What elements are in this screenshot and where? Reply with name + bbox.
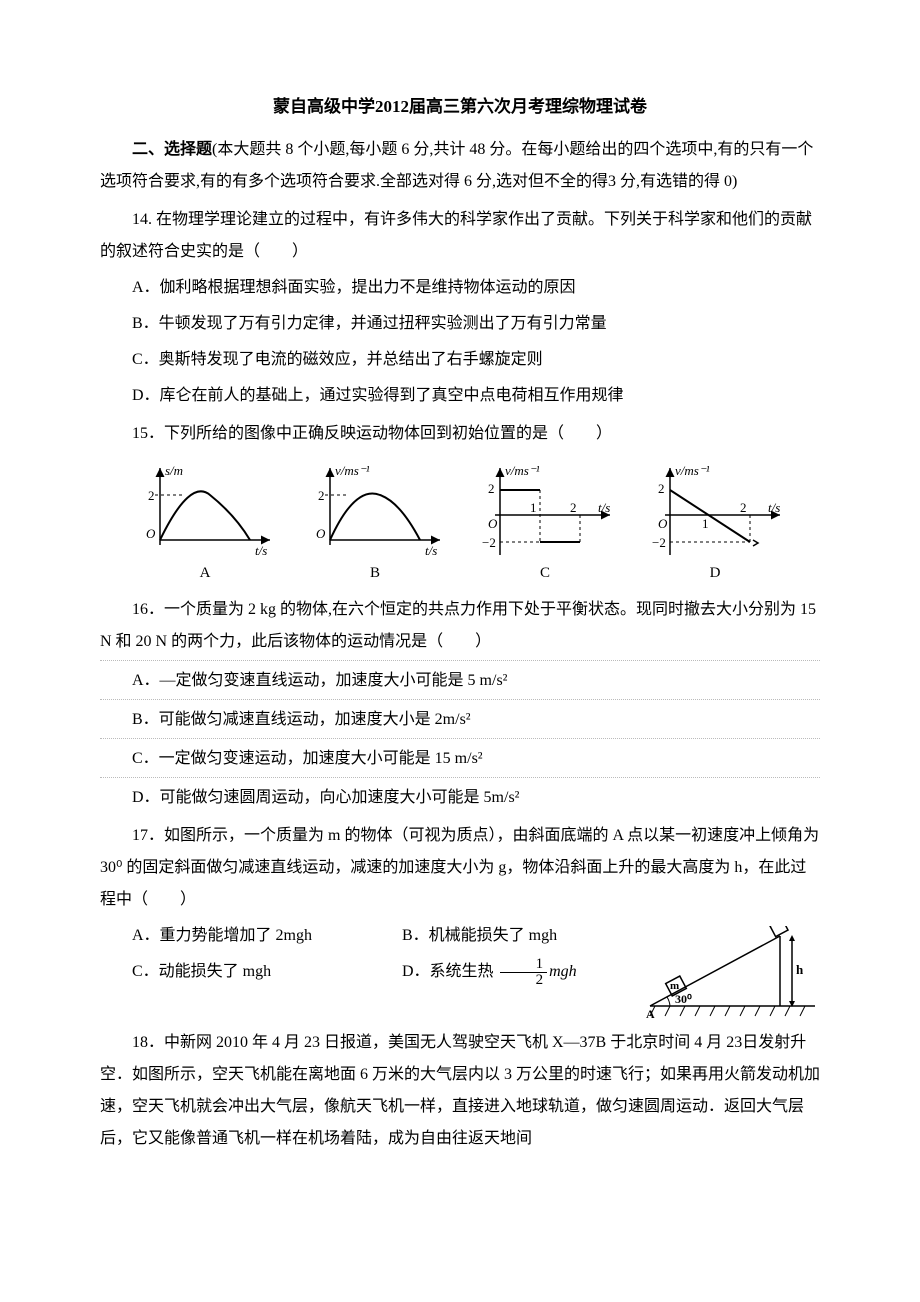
fraction-half: 1 2	[500, 957, 548, 988]
frac-den: 2	[500, 973, 548, 988]
section-heading: 二、选择题(本大题共 8 个小题,每小题 6 分,共计 48 分。在每小题给出的…	[100, 134, 820, 198]
chart-c-label: C	[470, 558, 620, 588]
chart-a: s/m t/s 2 O A	[130, 460, 280, 588]
q16-opt-b: B．可能做匀减速直线运动，加速度大小是 2m/s²	[100, 704, 820, 736]
chart-c-ylabel: v/ms⁻¹	[505, 463, 540, 478]
q16-opt-c: C．一定做匀变速运动，加速度大小可能是 15 m/s²	[100, 743, 820, 775]
q14-opt-d: D．库仑在前人的基础上，通过实验得到了真空中点电荷相互作用规律	[100, 380, 820, 412]
chart-c-xtick2: 2	[570, 500, 577, 515]
chart-d-ytick2: −2	[652, 535, 666, 550]
divider	[100, 699, 820, 700]
chart-b-svg: v/ms⁻¹ t/s 2 O	[300, 460, 450, 560]
divider	[100, 660, 820, 661]
chart-b-xlabel: t/s	[425, 543, 437, 558]
q17-d-prefix: D．系统生热	[402, 963, 494, 980]
chart-d-origin: O	[658, 516, 668, 531]
q17-d-suffix: mgh	[549, 963, 577, 980]
q17-opt-c: C．动能损失了 mgh	[100, 956, 370, 988]
chart-a-ytick: 2	[148, 488, 155, 503]
divider	[100, 738, 820, 739]
chart-c-origin: O	[488, 516, 498, 531]
divider	[100, 777, 820, 778]
q14-opt-a: A．伽利略根据理想斜面实验，提出力不是维持物体运动的原因	[100, 272, 820, 304]
q14-opt-c: C．奥斯特发现了电流的磁效应，并总结出了右手螺旋定则	[100, 344, 820, 376]
section-label: 二、选择题	[132, 141, 212, 158]
chart-c-ytick1: 2	[488, 481, 495, 496]
chart-d-ytick1: 2	[658, 481, 665, 496]
chart-c: v/ms⁻¹ t/s 2 −2 1 2 O C	[470, 460, 620, 588]
q14-opt-b: B．牛顿发现了万有引力定律，并通过扭秤实验测出了万有引力常量	[100, 308, 820, 340]
chart-a-svg: s/m t/s 2 O	[130, 460, 280, 560]
incline-diagram: 30⁰ m h A	[640, 926, 820, 1021]
q14-stem: 14. 在物理学理论建立的过程中，有许多伟大的科学家作出了贡献。下列关于科学家和…	[100, 204, 820, 268]
q18-stem: 18．中新网 2010 年 4 月 23 日报道，美国无人驾驶空天飞机 X—37…	[100, 1027, 820, 1155]
chart-a-label: A	[130, 558, 280, 588]
chart-b-ytick: 2	[318, 488, 325, 503]
q16-opt-a: A．—定做匀变速直线运动，加速度大小可能是 5 m/s²	[100, 665, 820, 697]
q17-body: A．重力势能增加了 2mgh B．机械能损失了 mgh C．动能损失了 mgh …	[100, 916, 820, 1021]
chart-b-origin: O	[316, 526, 326, 541]
chart-d-xtick2: 2	[740, 500, 747, 515]
chart-a-origin: O	[146, 526, 156, 541]
q15-stem: 15．下列所给的图像中正确反映运动物体回到初始位置的是（ ）	[100, 418, 820, 450]
angle-label: 30⁰	[675, 992, 692, 1006]
chart-d-ylabel: v/ms⁻¹	[675, 463, 710, 478]
chart-c-xlabel: t/s	[598, 500, 610, 515]
chart-d: v/ms⁻¹ t/s 2 −2 1 2 O D	[640, 460, 790, 588]
exam-title: 蒙自高级中学2012届高三第六次月考理综物理试卷	[100, 90, 820, 124]
chart-d-xlabel: t/s	[768, 500, 780, 515]
chart-a-xlabel: t/s	[255, 543, 267, 558]
point-a-label: A	[646, 1007, 655, 1021]
q17-options: A．重力势能增加了 2mgh B．机械能损失了 mgh C．动能损失了 mgh …	[100, 916, 640, 988]
chart-c-svg: v/ms⁻¹ t/s 2 −2 1 2 O	[470, 460, 620, 560]
block-m-label: m	[670, 980, 679, 992]
chart-b-label: B	[300, 558, 450, 588]
q17-figure: 30⁰ m h A	[640, 926, 820, 1021]
chart-c-xtick1: 1	[530, 500, 537, 515]
chart-c-ytick2: −2	[482, 535, 496, 550]
chart-d-xtick1: 1	[702, 516, 709, 531]
chart-d-label: D	[640, 558, 790, 588]
height-label: h	[796, 962, 804, 977]
q17-stem: 17．如图所示，一个质量为 m 的物体（可视为质点），由斜面底端的 A 点以某一…	[100, 820, 820, 916]
chart-b-ylabel: v/ms⁻¹	[335, 463, 370, 478]
q16-stem: 16．一个质量为 2 kg 的物体,在六个恒定的共点力作用下处于平衡状态。现同时…	[100, 594, 820, 658]
q15-charts: s/m t/s 2 O A v/ms⁻¹ t/s 2 O B v/m	[130, 460, 790, 588]
q16-opt-d: D．可能做匀速圆周运动，向心加速度大小可能是 5m/s²	[100, 782, 820, 814]
q17-opt-d: D．系统生热 1 2 mgh	[370, 956, 640, 988]
chart-a-ylabel: s/m	[165, 463, 183, 478]
chart-b: v/ms⁻¹ t/s 2 O B	[300, 460, 450, 588]
frac-num: 1	[500, 957, 548, 973]
q17-opt-a: A．重力势能增加了 2mgh	[100, 920, 370, 952]
chart-d-svg: v/ms⁻¹ t/s 2 −2 1 2 O	[640, 460, 790, 560]
q17-opt-b: B．机械能损失了 mgh	[370, 920, 640, 952]
